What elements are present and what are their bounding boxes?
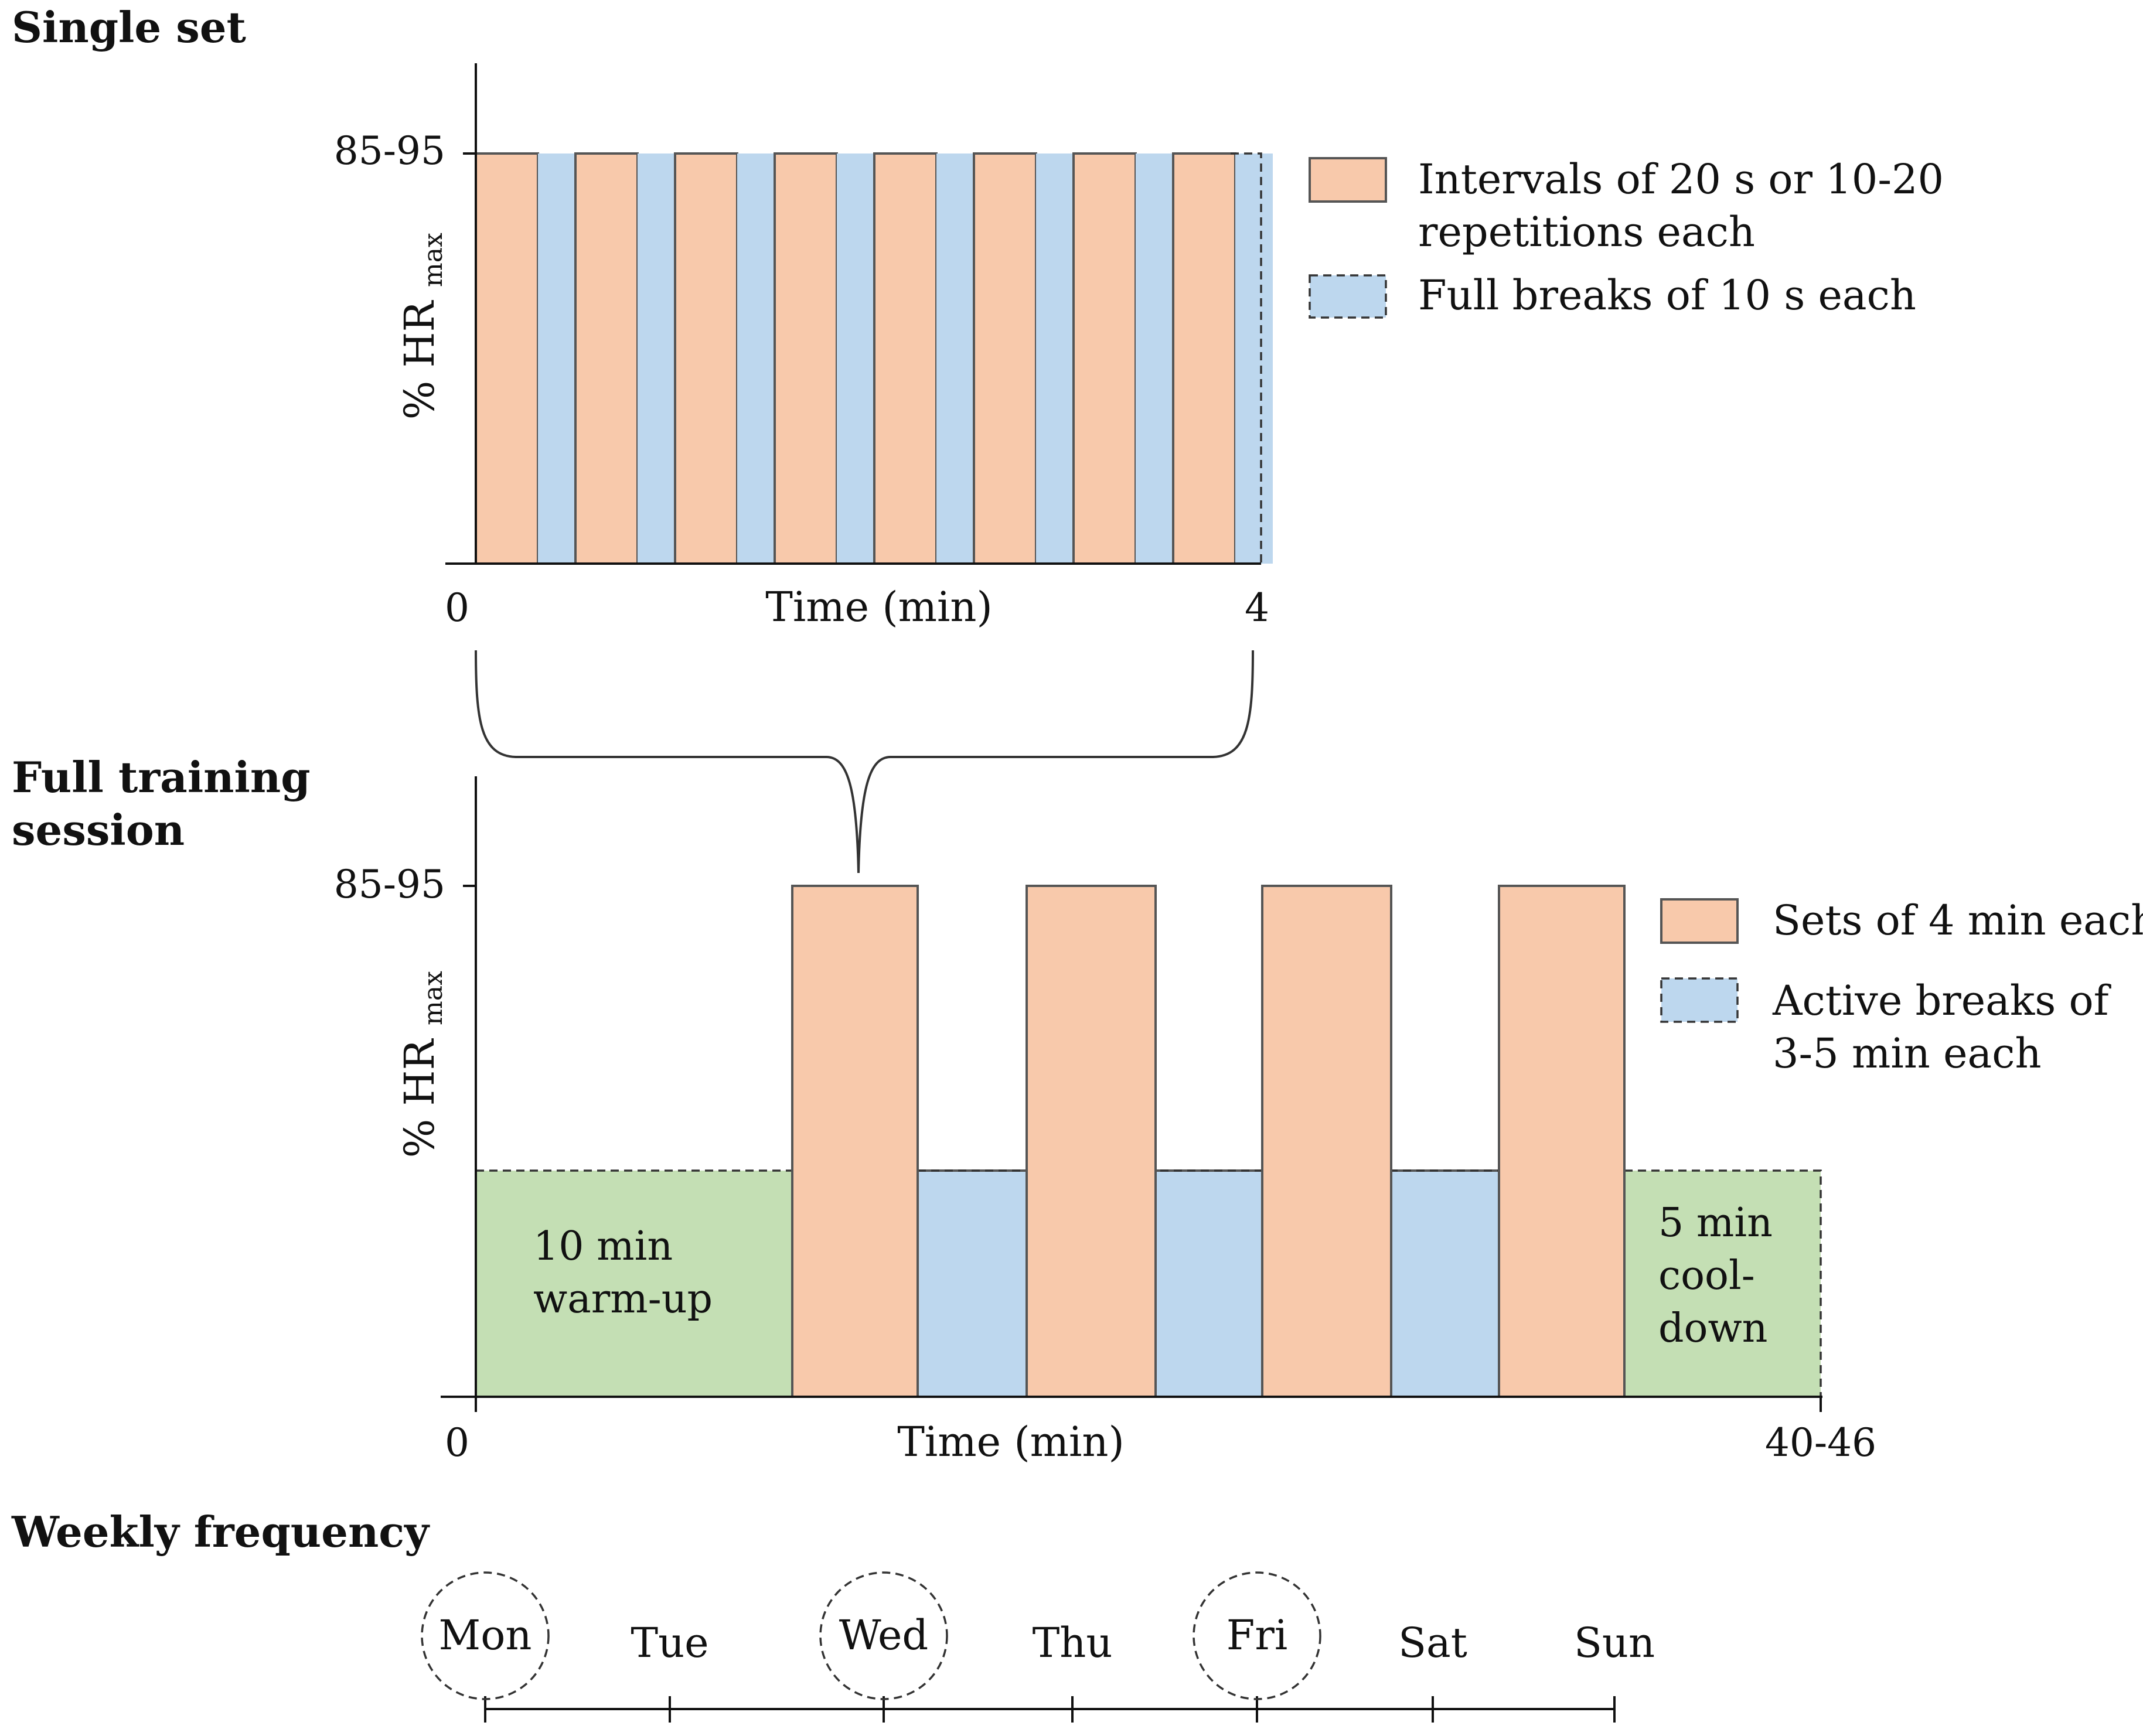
legend-full-break-swatch [1309,274,1387,319]
interval-bar-15 [1172,152,1236,565]
legend-active-break-line-2: 3-5 min each [1773,1029,2042,1077]
set-bar-4 [1498,885,1626,1398]
single-set-y-tick: 85-95 [334,128,445,173]
single-set-x-label: Time (min) [765,583,993,631]
full-session-y-label-main: % HR [396,1038,444,1158]
set-bar-2 [1025,885,1157,1398]
single-set-x-end: 4 [1245,585,1269,630]
weekly-day-tue: Tue [631,1619,708,1667]
full-session-y-label: % HR max [396,971,448,1158]
weekly-day-mon: Mon [439,1611,532,1659]
weekly-day-wed: Wed [839,1611,928,1659]
interval-bar-5 [674,152,738,565]
legend-active-break-line-1: Active breaks of [1772,977,2112,1025]
weekly-heading: Weekly frequency [11,1507,430,1557]
active-break-2 [1154,1169,1263,1398]
break-bar-16 [1235,154,1273,564]
cooldown-label-line-2: cool- [1658,1253,1755,1299]
weekly-days: Mon Tue Wed Thu Fri Sat Sun [421,1571,1655,1723]
expansion-brace [475,650,1254,874]
single-set-y-label-main: % HR [396,299,444,419]
single-set-y-label-sub: max [418,233,448,287]
set-bar-1 [791,885,919,1398]
break-bar-10 [936,154,974,564]
single-set-heading: Single set [12,2,246,52]
full-session-y-tick: 85-95 [334,862,445,907]
weekly-day-sun: Sun [1574,1619,1655,1667]
break-bar-12 [1036,154,1074,564]
full-session-heading-line-2: session [12,805,185,855]
full-session-x-end: 40-46 [1765,1420,1876,1465]
set-bar-3 [1261,885,1392,1398]
cooldown-label-line-1: 5 min [1658,1200,1773,1246]
legend-set-text: Sets of 4 min each [1773,896,2143,944]
legend-interval-swatch [1309,157,1387,203]
full-session-x-label: Time (min) [897,1418,1125,1466]
warmup-label-line-2: warm-up [533,1276,713,1322]
training-day-circle-wed [819,1571,948,1700]
cooldown-block [1624,1171,1821,1397]
weekly-day-fri: Fri [1226,1611,1287,1659]
single-set-y-label: % HR max [396,233,448,419]
break-bar-8 [837,154,874,564]
legend-active-break-swatch [1660,977,1739,1023]
single-set-bars [475,152,1273,565]
interval-bar-9 [873,152,938,565]
weekly-day-sat: Sat [1398,1619,1467,1667]
interval-bar-13 [1072,152,1137,565]
warmup-block [476,1171,792,1397]
legend-set-swatch [1660,898,1739,944]
break-bar-14 [1136,154,1173,564]
interval-bar-11 [973,152,1037,565]
warmup-label-line-1: 10 min [533,1223,673,1270]
full-session-x-start: 0 [445,1420,469,1465]
break-bar-6 [737,154,775,564]
interval-bar-7 [774,152,838,565]
active-break-1 [917,1169,1028,1398]
legend-interval-line-2: repetitions each [1418,208,1755,256]
weekly-day-thu: Thu [1033,1619,1113,1667]
full-session-heading-line-1: Full training [12,752,311,802]
cooldown-outline [1624,1169,1822,1397]
active-break-3 [1390,1169,1500,1398]
legend-interval-line-1: Intervals of 20 s or 10-20 [1418,155,1944,203]
single-set-final-break-outline [1231,152,1262,564]
break-bar-4 [638,154,675,564]
training-day-circle-fri [1193,1571,1321,1700]
full-session-y-label-sub: max [418,971,448,1025]
legend-full-break-text: Full breaks of 10 s each [1418,271,1916,319]
cooldown-label-line-3: down [1658,1305,1767,1352]
single-set-x-start: 0 [445,585,469,630]
interval-bar-1 [475,152,539,565]
break-bar-2 [538,154,575,564]
interval-bar-3 [574,152,639,565]
training-day-circle-mon [421,1571,550,1700]
